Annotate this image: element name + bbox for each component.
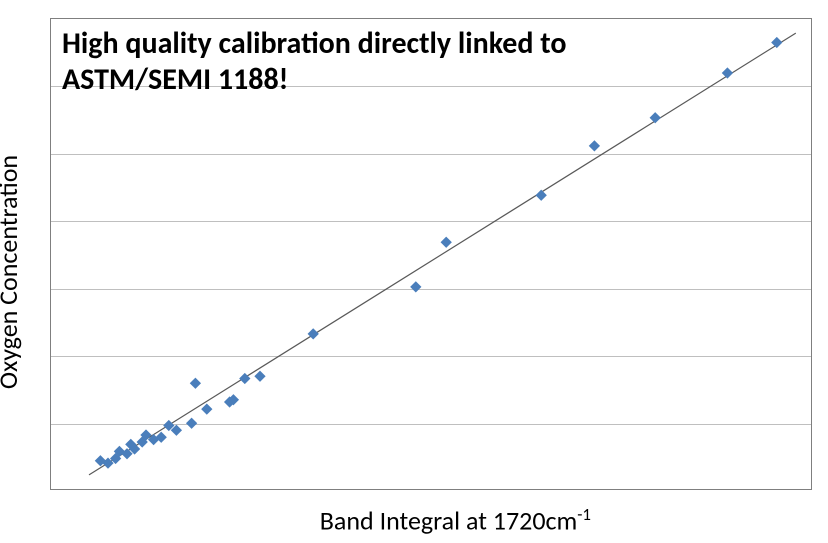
marker-group [95,37,783,469]
x-axis-label: Band Integral at 1720cm-1 [320,504,591,537]
trendline [89,33,796,475]
x-axis-label-text: Band Integral at 1720cm [320,505,577,537]
data-point [190,378,201,389]
y-axis-label: Oxygen Concentration [0,154,24,388]
data-point [589,140,600,151]
data-point [722,67,733,78]
data-point [186,418,197,429]
data-point [254,371,265,382]
data-point [650,112,661,123]
data-point [201,403,212,414]
x-axis-label-sup: -1 [577,504,591,525]
data-point [441,237,452,248]
data-point [771,37,782,48]
scatter-chart: Oxygen Concentration Band Integral at 17… [0,0,828,543]
data-point [410,281,421,292]
data-point [536,190,547,201]
chart-annotation: High quality calibration directly linked… [62,26,662,98]
